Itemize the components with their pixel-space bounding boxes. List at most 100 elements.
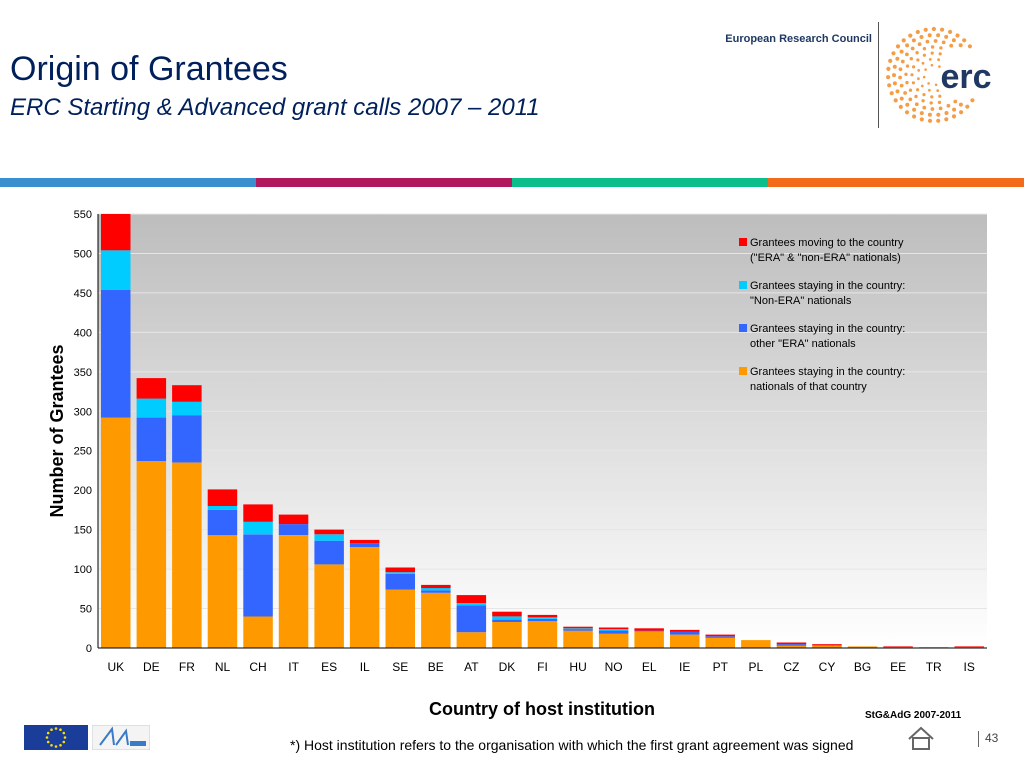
page-number: 43 <box>985 731 999 745</box>
x-tick-label: SE <box>392 660 408 674</box>
bar-segment <box>527 621 558 648</box>
bar-segment <box>385 567 415 573</box>
bar-segment <box>136 417 167 461</box>
bar-segment <box>278 535 309 648</box>
bar-segment <box>349 539 380 544</box>
bar-segment <box>385 589 415 648</box>
x-tick-label: TR <box>926 660 942 674</box>
x-tick-label: UK <box>107 660 124 674</box>
bar-segment <box>172 462 202 648</box>
bar-segment <box>207 489 238 506</box>
bar-segment <box>812 644 842 646</box>
bar-segment <box>527 618 558 622</box>
bar-segment <box>598 630 629 634</box>
x-tick-label: IL <box>360 660 370 674</box>
bar-segment <box>563 629 593 631</box>
x-tick-label: IE <box>679 660 690 674</box>
bar-segment <box>172 401 202 416</box>
x-tick-label: CY <box>819 660 836 674</box>
legend-label: nationals of that country <box>750 381 867 393</box>
org-name: European Research Council <box>725 33 872 45</box>
bar-segment <box>812 645 842 648</box>
bar-segment <box>527 614 558 618</box>
bar-segment <box>314 564 344 648</box>
bar-segment <box>598 629 629 631</box>
bar-segment <box>421 584 451 589</box>
bar-segment <box>385 573 415 590</box>
bar-segment <box>243 504 273 522</box>
bar-segment <box>563 628 593 630</box>
y-tick-label: 400 <box>74 327 92 339</box>
legend-swatch <box>739 238 747 246</box>
x-tick-label: ES <box>321 660 337 674</box>
legend-swatch <box>739 367 747 375</box>
bar-segment <box>563 630 593 648</box>
bar-segment <box>705 636 735 638</box>
y-tick-label: 100 <box>74 564 92 576</box>
bar-segment <box>385 572 415 574</box>
y-tick-label: 50 <box>80 604 92 616</box>
bar-segment <box>136 398 167 418</box>
bar-segment <box>136 461 167 648</box>
x-tick-label: FR <box>179 660 195 674</box>
bar-segment <box>101 417 131 648</box>
x-tick-label: NL <box>215 660 231 674</box>
footnote: *) Host institution refers to the organi… <box>290 737 854 753</box>
x-tick-label: HU <box>569 660 586 674</box>
legend-label: Grantees moving to the country <box>750 237 904 249</box>
bar-segment <box>314 534 344 541</box>
color-band-1 <box>0 178 256 187</box>
bar-segment <box>136 378 167 399</box>
x-tick-label: IS <box>964 660 975 674</box>
logo-dot-ring <box>886 26 975 123</box>
bar-segment <box>278 514 309 525</box>
bar-segment <box>421 588 451 591</box>
slide-title: Origin of Grantees <box>10 50 288 88</box>
color-band-2 <box>256 178 512 187</box>
legend-label: Grantees staying in the country: <box>750 280 905 292</box>
bar-segment <box>492 616 522 620</box>
color-band-4 <box>768 178 1024 187</box>
y-tick-label: 350 <box>74 367 92 379</box>
bar-segment <box>670 634 700 648</box>
x-tick-label: DE <box>143 660 160 674</box>
bar-segment <box>670 631 700 635</box>
bar-segment <box>634 630 664 632</box>
bar-segment <box>812 644 842 645</box>
x-tick-label: PT <box>713 660 729 674</box>
bar-segment <box>883 646 913 648</box>
bar-segment <box>776 644 807 646</box>
x-tick-label: PL <box>749 660 764 674</box>
x-tick-label: EE <box>890 660 906 674</box>
slide-subtitle: ERC Starting & Advanced grant calls 2007… <box>10 94 540 121</box>
y-axis-label: Number of Grantees <box>47 344 67 517</box>
bar-segment <box>314 540 344 565</box>
bar-segment <box>101 250 131 290</box>
y-tick-label: 150 <box>74 525 92 537</box>
x-tick-label: EL <box>642 660 657 674</box>
x-tick-label: BG <box>854 660 871 674</box>
y-tick-label: 200 <box>74 485 92 497</box>
bar-segment <box>741 640 771 648</box>
eu-flag-icon <box>24 725 88 750</box>
bar-segment <box>670 629 700 632</box>
x-tick-label: DK <box>499 660 516 674</box>
bar-segment <box>101 214 131 251</box>
bar-segment <box>954 646 984 648</box>
legend-swatch <box>739 324 747 332</box>
legend-label: other "ERA" nationals <box>750 338 856 350</box>
bar-segment <box>456 632 487 648</box>
y-tick-label: 300 <box>74 406 92 418</box>
x-tick-label: CH <box>249 660 266 674</box>
bar-segment <box>705 634 735 637</box>
y-tick-label: 500 <box>74 248 92 260</box>
bar-segment <box>598 633 629 648</box>
y-tick-label: 450 <box>74 288 92 300</box>
legend-label: Grantees staying in the country: <box>750 366 905 378</box>
ideas-logo-icon <box>92 725 150 750</box>
home-icon[interactable] <box>906 725 936 751</box>
bar-segment <box>207 535 238 648</box>
bar-segment <box>492 611 522 617</box>
bar-segment <box>243 616 273 648</box>
